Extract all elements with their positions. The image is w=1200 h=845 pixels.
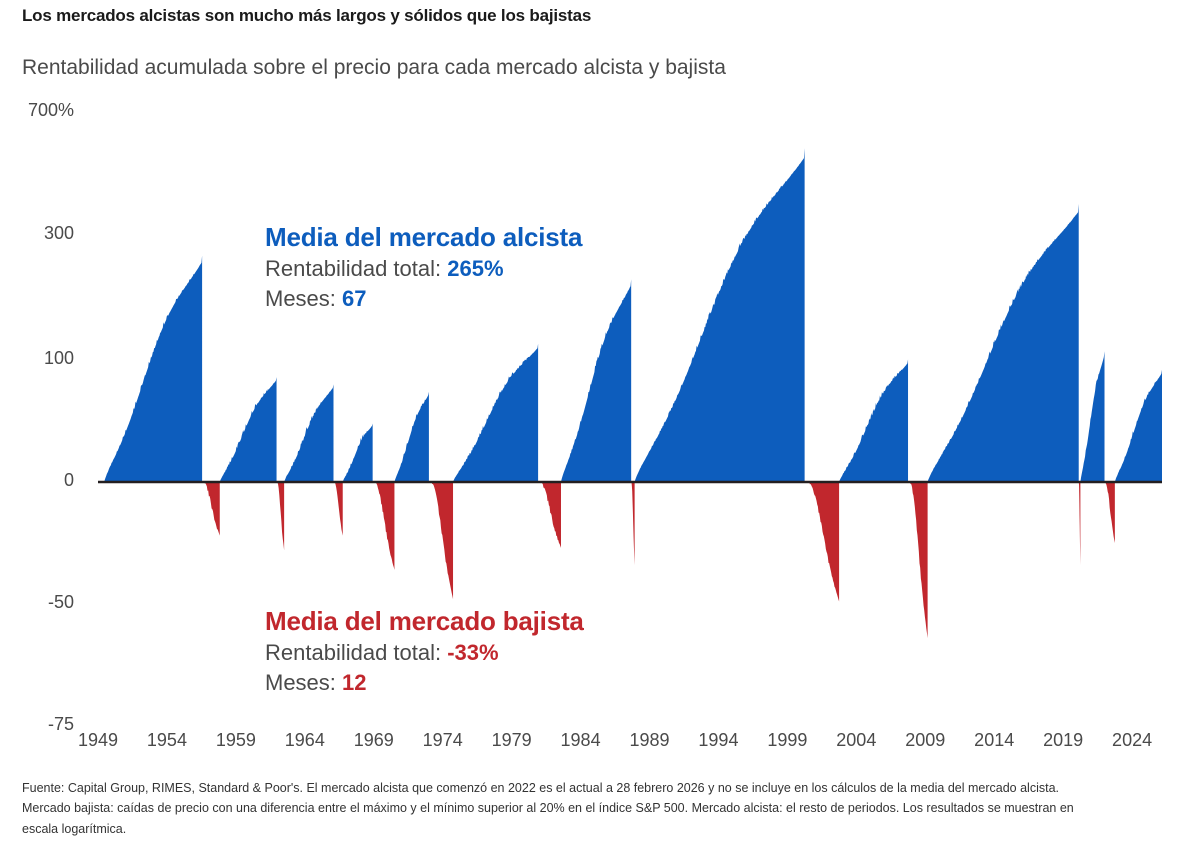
- bear-months-label: Meses:: [265, 670, 343, 696]
- bull-market-segment-10: [1080, 351, 1105, 482]
- footnote: Fuente: Capital Group, RIMES, Standard &…: [22, 778, 1182, 839]
- y-axis-tick-700: 700%: [27, 100, 74, 120]
- bear-market-areas: [202, 482, 1115, 639]
- x-axis-tick-2019: 2019: [1043, 730, 1084, 750]
- x-axis-tick-2024: 2024: [1112, 730, 1153, 750]
- page-title: Los mercados alcistas son mucho más larg…: [22, 6, 592, 25]
- y-axis-tick-0: 0: [63, 470, 74, 490]
- bear-annotation-heading: Media del mercado bajista: [265, 606, 584, 636]
- bear-market-segment-0: [202, 482, 220, 536]
- bull-market-segment-4: [394, 391, 429, 482]
- bull-market-annotation: Media del mercado alcista Rentabilidad t…: [265, 222, 582, 314]
- bull-months-line: Meses: 67: [265, 284, 582, 314]
- chart-subtitle: Rentabilidad acumulada sobre el precio p…: [22, 56, 726, 79]
- bull-market-segment-5: [453, 343, 539, 482]
- bull-market-areas: [104, 148, 1162, 482]
- x-axis-tick-1974: 1974: [422, 730, 463, 750]
- x-axis-tick-2004: 2004: [836, 730, 877, 750]
- bear-market-segment-1: [276, 482, 285, 551]
- x-axis-tick-1954: 1954: [146, 730, 187, 750]
- bull-market-segment-7: [634, 148, 805, 482]
- bear-market-segment-7: [804, 482, 840, 602]
- y-axis-tick-neg75: -75: [47, 714, 74, 734]
- footnote-line-3: escala logarítmica.: [22, 821, 127, 836]
- y-axis-tick-100: 100: [43, 348, 74, 368]
- bull-market-segment-2: [284, 384, 334, 482]
- y-axis-tick-300: 300: [43, 223, 74, 243]
- bull-total-return-value: 265%: [447, 255, 504, 281]
- bull-total-return-line: Rentabilidad total: 265%: [265, 254, 582, 284]
- bull-months-label: Meses:: [265, 286, 343, 312]
- x-axis-tick-1989: 1989: [629, 730, 670, 750]
- x-axis-tick-1984: 1984: [560, 730, 601, 750]
- x-axis-tick-1999: 1999: [767, 730, 808, 750]
- y-axis-tick-neg50: -50: [47, 592, 74, 612]
- bull-total-return-label: Rentabilidad total:: [265, 255, 448, 281]
- bear-total-return-line: Rentabilidad total: -33%: [265, 638, 584, 668]
- bear-market-annotation: Media del mercado bajista Rentabilidad t…: [265, 606, 584, 698]
- x-axis-tick-1949: 1949: [77, 730, 119, 750]
- bull-market-segment-3: [342, 423, 373, 482]
- bear-market-segment-3: [372, 482, 395, 570]
- bear-market-segment-8: [908, 482, 928, 639]
- x-axis-tick-2014: 2014: [974, 730, 1015, 750]
- bear-months-value: 12: [342, 670, 367, 696]
- bear-market-segment-9: [1078, 482, 1081, 565]
- bull-market-segment-6: [560, 279, 632, 482]
- x-axis-tick-1959: 1959: [215, 730, 256, 750]
- bear-market-segment-10: [1104, 482, 1115, 543]
- x-axis-tick-1969: 1969: [353, 730, 394, 750]
- bull-market-segment-1: [219, 377, 277, 482]
- footnote-line-1: Fuente: Capital Group, RIMES, Standard &…: [22, 781, 1059, 795]
- x-axis-tick-1964: 1964: [284, 730, 325, 750]
- bull-months-value: 67: [342, 286, 367, 312]
- bear-total-return-label: Rentabilidad total:: [265, 639, 448, 665]
- bear-market-segment-5: [538, 482, 561, 548]
- bear-total-return-value: -33%: [447, 639, 499, 665]
- x-axis-tick-2009: 2009: [905, 730, 946, 750]
- market-area-chart: [98, 148, 1162, 639]
- bull-market-segment-8: [839, 359, 909, 482]
- bull-market-segment-0: [104, 255, 203, 482]
- bull-market-segment-9: [927, 203, 1079, 482]
- bear-market-segment-6: [631, 482, 635, 565]
- bear-months-line: Meses: 12: [265, 668, 584, 698]
- x-axis-tick-1994: 1994: [698, 730, 739, 750]
- footnote-line-2: Mercado bajista: caídas de precio con un…: [22, 801, 1074, 816]
- chart-plot-area: [0, 95, 1200, 740]
- bull-market-segment-11: [1114, 369, 1162, 482]
- bear-market-segment-2: [333, 482, 343, 536]
- bull-annotation-heading: Media del mercado alcista: [265, 222, 583, 252]
- bear-market-segment-4: [428, 482, 454, 600]
- x-axis-tick-1979: 1979: [491, 730, 532, 750]
